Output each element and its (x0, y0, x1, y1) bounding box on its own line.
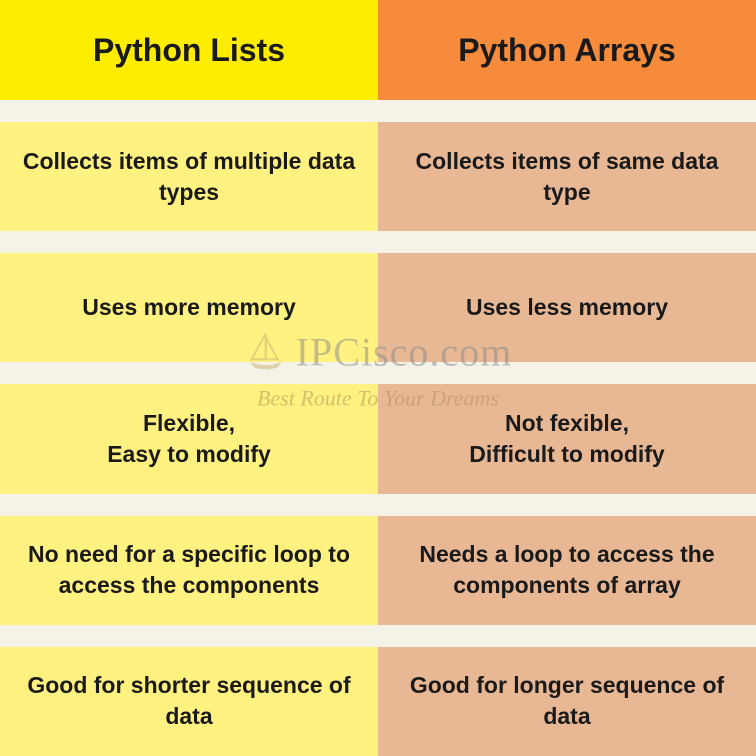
left-column: Python Lists Collects items of multiple d… (0, 0, 378, 756)
right-cell-1: Uses less memory (378, 253, 756, 362)
right-column: Python Arrays Collects items of same data… (378, 0, 756, 756)
left-cell-1: Uses more memory (0, 253, 378, 362)
left-cell-2: Flexible, Easy to modify (0, 384, 378, 493)
row-gap (0, 625, 378, 647)
left-header: Python Lists (0, 0, 378, 100)
row-gap (0, 231, 378, 253)
left-cell-0: Collects items of multiple data types (0, 122, 378, 231)
row-gap (0, 494, 378, 516)
row-gap (378, 494, 756, 516)
row-gap (378, 625, 756, 647)
row-gap (378, 362, 756, 384)
row-gap (378, 100, 756, 122)
row-gap (378, 231, 756, 253)
right-cell-0: Collects items of same data type (378, 122, 756, 231)
right-header: Python Arrays (378, 0, 756, 100)
left-cell-4: Good for shorter sequence of data (0, 647, 378, 756)
row-gap (0, 362, 378, 384)
left-cell-3: No need for a specific loop to access th… (0, 516, 378, 625)
row-gap (0, 100, 378, 122)
right-cell-3: Needs a loop to access the components of… (378, 516, 756, 625)
right-cell-4: Good for longer sequence of data (378, 647, 756, 756)
comparison-container: Python Lists Collects items of multiple d… (0, 0, 756, 756)
right-cell-2: Not fexible, Difficult to modify (378, 384, 756, 493)
